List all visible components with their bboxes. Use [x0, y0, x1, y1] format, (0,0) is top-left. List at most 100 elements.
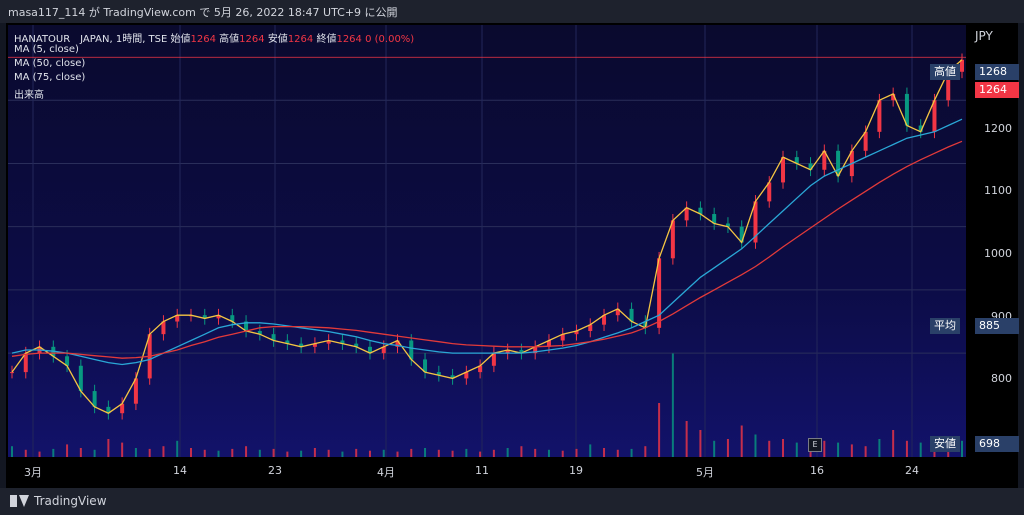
candle-body	[904, 93, 909, 126]
price-tick: 1100	[984, 184, 1012, 197]
close-value: 1264	[336, 34, 362, 45]
candle-body	[767, 182, 772, 202]
volume-bar	[492, 449, 495, 457]
high-value: 1264	[239, 34, 265, 45]
low-tag-value: 698	[975, 436, 1019, 452]
time-tick: 4月	[377, 466, 395, 479]
volume-bar	[148, 448, 151, 457]
volume-bar	[107, 439, 110, 457]
volume-bar	[272, 448, 275, 457]
volume-bar	[837, 442, 840, 457]
volume-bar	[437, 449, 440, 457]
volume-bar	[203, 449, 206, 457]
candle-body	[491, 353, 496, 366]
candle-body	[23, 353, 28, 373]
candle-body	[918, 125, 923, 132]
volume-bar	[823, 440, 826, 457]
volume-bar	[410, 448, 413, 457]
candle-body	[629, 308, 634, 322]
candle-body	[588, 324, 593, 331]
volume-legend[interactable]: 出来高	[14, 90, 44, 101]
candle-body	[450, 375, 455, 379]
price-chart[interactable]	[8, 25, 966, 457]
candle-body	[395, 340, 400, 347]
volume-bar	[534, 448, 537, 457]
volume-bar	[451, 450, 454, 457]
volume-bar	[258, 449, 261, 457]
candle-body	[574, 331, 579, 335]
volume-bar	[520, 446, 523, 457]
candle-body	[92, 391, 97, 407]
candle-body	[725, 223, 730, 227]
candle-body	[505, 349, 510, 354]
candle-body	[244, 321, 249, 331]
earnings-marker[interactable]: E	[808, 438, 822, 452]
symbol-legend: HANATOUR JAPAN, 1時間, TSE 始値1264 高値1264 安…	[14, 30, 414, 45]
volume-bar	[368, 450, 371, 457]
tradingview-brand[interactable]: TradingView	[10, 494, 107, 508]
candle-body	[863, 131, 868, 151]
candle-body	[367, 346, 372, 354]
ma50-legend[interactable]: MA (50, close)	[14, 58, 86, 69]
volume-bar	[313, 448, 316, 457]
volume-bar	[905, 440, 908, 457]
candle-body	[10, 372, 14, 374]
low-label: 安値	[267, 34, 288, 45]
volume-bar	[38, 451, 41, 457]
candle-body	[670, 220, 675, 259]
open-label: 始値	[170, 34, 191, 45]
ma5-legend[interactable]: MA (5, close)	[14, 44, 79, 55]
candle-body	[133, 378, 138, 404]
high-label: 高値	[219, 34, 240, 45]
volume-bar	[685, 421, 688, 457]
time-tick: 19	[569, 464, 583, 477]
volume-bar	[93, 449, 96, 457]
volume-bar	[506, 448, 509, 457]
volume-bar	[850, 444, 853, 457]
publish-info: masa117_114 が TradingView.com で 5月 26, 2…	[8, 6, 398, 19]
volume-bar	[231, 448, 234, 457]
candle-body	[257, 331, 262, 335]
candle-body	[781, 157, 786, 183]
volume-bar	[382, 449, 385, 457]
candle-body	[381, 346, 386, 354]
volume-bar	[671, 353, 674, 457]
volume-bar	[603, 448, 606, 457]
currency-label: JPY	[975, 29, 993, 43]
candle-body	[271, 334, 276, 341]
volume-bar	[396, 451, 399, 457]
close-label: 終値	[316, 34, 337, 45]
time-axis[interactable]: 3月 14 23 4月 11 19 5月 16 24	[8, 457, 966, 485]
candle-body	[891, 93, 896, 101]
volume-bar	[134, 448, 137, 457]
volume-bar	[52, 448, 55, 457]
volume-bar	[245, 446, 248, 457]
ma75-legend[interactable]: MA (75, close)	[14, 72, 86, 83]
time-tick: 11	[475, 464, 489, 477]
candle-body	[478, 365, 483, 373]
avg-tag-label: 平均	[930, 318, 960, 334]
plot-area[interactable]	[8, 25, 966, 457]
candle-body	[175, 315, 180, 322]
open-value: 1264	[190, 34, 216, 45]
candle-body	[354, 343, 359, 347]
volume-bar	[355, 448, 358, 457]
candle-body	[120, 403, 125, 414]
candle-body	[202, 315, 207, 319]
candle-body	[65, 356, 70, 366]
candle-body	[602, 315, 607, 325]
candle-body	[712, 214, 717, 224]
volume-bar	[699, 430, 702, 457]
candle-body	[684, 207, 689, 221]
volume-bar	[79, 448, 82, 457]
candle-body	[423, 359, 428, 373]
ma5-line	[11, 59, 963, 414]
volume-bar	[782, 439, 785, 457]
candle-body	[739, 226, 744, 243]
candle-body	[285, 340, 290, 344]
candle-body	[312, 343, 317, 347]
volume-bar	[616, 449, 619, 457]
brand-name: TradingView	[34, 494, 107, 508]
volume-bar	[547, 449, 550, 457]
last-price-tag: 1264	[975, 82, 1019, 98]
